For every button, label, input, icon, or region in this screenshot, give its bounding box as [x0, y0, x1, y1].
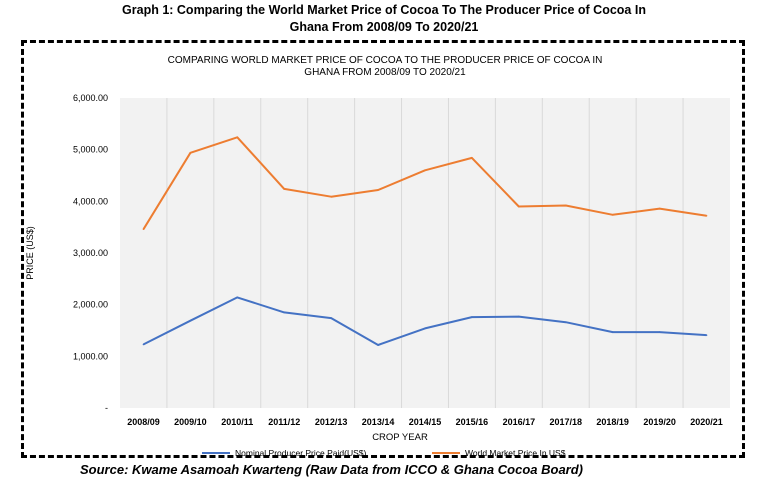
data-point [377, 189, 379, 191]
data-point [283, 311, 286, 314]
y-tick-label: - [105, 403, 108, 413]
x-tick-label: 2020/21 [690, 417, 723, 427]
caption-line-2: Ghana From 2008/09 To 2020/21 [289, 20, 479, 34]
dashed-frame [21, 40, 745, 458]
data-point [377, 344, 379, 346]
data-point [189, 319, 192, 322]
y-tick-label: 4,000.00 [73, 196, 108, 206]
series-lines [142, 136, 708, 346]
data-point [705, 215, 708, 217]
data-point [236, 136, 239, 139]
caption-line-1: Graph 1: Comparing the World Market Pric… [122, 3, 646, 17]
x-tick-label: 2008/09 [127, 417, 160, 427]
data-point [518, 315, 520, 318]
x-axis-label: CROP YEAR [372, 432, 428, 443]
source-note: Source: Kwame Asamoah Kwarteng (Raw Data… [80, 462, 584, 477]
x-tick-label: 2012/13 [315, 417, 348, 427]
x-tick-label: 2011/12 [268, 417, 300, 427]
y-tick-label: 2,000.00 [73, 300, 108, 310]
data-point [330, 195, 332, 198]
legend-label: Nominal Producer Price Paid(US$) [235, 448, 366, 458]
x-tick-label: 2016/17 [503, 417, 536, 427]
x-tick-label: 2013/14 [362, 417, 395, 427]
data-point [658, 207, 661, 210]
x-tick-label: 2014/15 [409, 417, 442, 427]
data-point [283, 188, 286, 190]
data-point [424, 327, 426, 330]
x-tick-label: 2015/16 [456, 417, 489, 427]
x-tick-label: 2009/10 [174, 417, 207, 427]
data-point [611, 213, 614, 216]
data-point [564, 321, 567, 324]
chart-title-line-2: GHANA FROM 2008/09 TO 2020/21 [304, 67, 466, 78]
data-point [518, 205, 520, 208]
chart-title: COMPARING WORLD MARKET PRICE OF COCOA TO… [168, 55, 603, 78]
chart-title-line-1: COMPARING WORLD MARKET PRICE OF COCOA TO… [168, 55, 603, 66]
data-point [658, 331, 661, 333]
data-point [189, 151, 192, 154]
x-tick-label: 2019/20 [643, 417, 676, 427]
x-axis-ticks: 2008/09 2009/10 2010/11 2011/12 2012/13 2013/… [127, 417, 723, 427]
y-tick-label: 1,000.00 [73, 351, 108, 361]
data-point [142, 343, 145, 346]
legend: Nominal Producer Price Paid(US$) World Ma… [202, 448, 566, 458]
data-point [705, 334, 708, 336]
gridlines [166, 98, 684, 408]
data-point [564, 204, 567, 207]
y-axis-ticks: - 1,000.00 2,000.00 3,000.00 4,000.00 5,000.0… [73, 93, 108, 413]
x-tick-label: 2018/19 [596, 417, 629, 427]
data-point [330, 317, 332, 319]
data-point [471, 157, 473, 159]
y-tick-label: 6,000.00 [73, 93, 108, 103]
data-point [236, 296, 239, 299]
x-tick-label: 2010/11 [221, 417, 253, 427]
plot-area [120, 98, 730, 408]
data-point [424, 169, 426, 172]
x-tick-label: 2017/18 [549, 417, 582, 427]
y-tick-label: 5,000.00 [73, 145, 108, 155]
y-axis-label: PRICE (US$) [25, 226, 35, 280]
figure-caption: Graph 1: Comparing the World Market Pric… [0, 2, 768, 36]
data-point [611, 331, 614, 333]
data-point [142, 228, 145, 231]
data-point [471, 316, 473, 318]
legend-label: World Market Price In US$ [465, 448, 566, 458]
y-tick-label: 3,000.00 [73, 248, 108, 258]
